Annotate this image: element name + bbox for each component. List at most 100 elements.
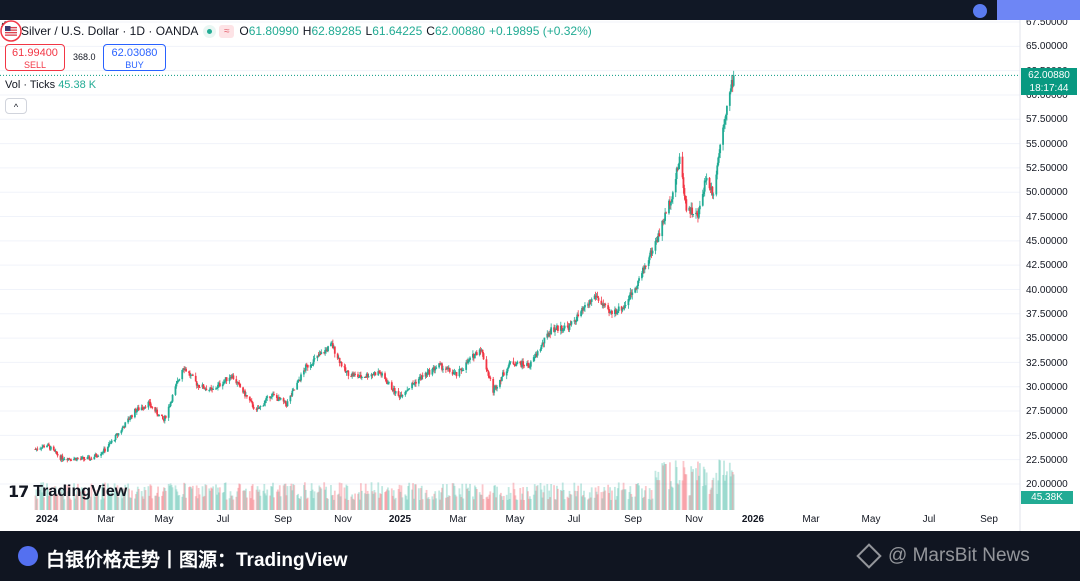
volume-bar: [584, 497, 586, 510]
sell-label: SELL: [23, 60, 47, 70]
candle-body: [670, 202, 672, 206]
volume-bar: [698, 463, 701, 510]
volume-bar: [566, 496, 569, 510]
candle-body: [208, 389, 211, 391]
candle-body: [521, 361, 524, 367]
time-tick-label: Jul: [216, 514, 230, 525]
candle-body: [427, 369, 430, 372]
wave-icon: ≈: [219, 24, 235, 38]
volume-bar: [543, 485, 546, 510]
volume-bar: [658, 480, 661, 510]
volume-bar: [202, 496, 205, 510]
tradingview-wordmark: TradingView: [33, 482, 128, 500]
volume-bar: [134, 494, 137, 510]
candle-body: [616, 311, 619, 314]
chart-area[interactable]: Silver / U.S. Dollar · 1D · OANDA ≈ O 61.…: [0, 20, 1080, 531]
sell-button[interactable]: 61.99400 SELL: [5, 44, 65, 71]
candle-body: [535, 353, 538, 356]
volume-bar: [106, 483, 109, 510]
caption-bar: [0, 531, 1080, 581]
candle-body: [417, 378, 420, 384]
candle-body: [108, 443, 111, 445]
candle-body: [340, 362, 343, 367]
volume-bar: [232, 499, 235, 510]
volume-bar: [462, 498, 465, 510]
volume-bar: [379, 493, 382, 510]
candle-body: [129, 418, 131, 420]
candle-body: [663, 220, 666, 223]
volume-bar: [669, 462, 671, 510]
volume-bar: [170, 485, 173, 510]
volume-bar: [428, 499, 431, 510]
candle-body: [386, 381, 388, 384]
volume-legend[interactable]: Vol · Ticks 45.38 K: [5, 79, 96, 91]
price-chart-svg[interactable]: [0, 20, 1080, 531]
candle-body: [391, 389, 394, 392]
tradingview-logo[interactable]: 17 TradingView: [8, 482, 127, 501]
candle-body: [683, 188, 686, 196]
candle-body: [68, 458, 71, 460]
volume-bar: [684, 474, 687, 510]
candle-body: [475, 352, 478, 356]
time-tick-label: May: [861, 514, 881, 525]
candle-body: [209, 387, 212, 390]
volume-bar: [631, 496, 634, 510]
collapse-legend-button[interactable]: ^: [5, 98, 27, 114]
candle-body: [88, 456, 91, 460]
us-flag-event-icon[interactable]: [0, 20, 22, 42]
volume-bar: [704, 485, 707, 510]
volume-bar: [446, 497, 449, 510]
candle-body: [195, 381, 198, 386]
buy-button[interactable]: 62.03080 BUY: [103, 44, 166, 71]
volume-bar: [158, 496, 160, 510]
volume-bar: [412, 483, 414, 510]
volume-bar: [452, 483, 455, 510]
candle-body: [730, 79, 733, 89]
last-price-tag: 62.00880 18:17:44: [1021, 68, 1077, 95]
volume-bar: [391, 495, 394, 510]
candle-body: [576, 314, 579, 322]
volume-bar: [163, 488, 166, 510]
volume-bar: [90, 483, 93, 510]
volume-bar: [195, 485, 198, 510]
candle-body: [171, 394, 174, 402]
volume-bar: [508, 498, 511, 510]
volume-bar: [433, 493, 436, 510]
volume-bar: [147, 486, 150, 510]
time-tick-label: Nov: [685, 514, 703, 525]
watermark: @ MarsBit News: [856, 543, 1030, 569]
volume-bar: [644, 486, 647, 510]
candle-body: [184, 368, 187, 371]
volume-bar: [431, 496, 434, 510]
candle-body: [34, 448, 37, 450]
candle-body: [367, 376, 370, 378]
volume-bar: [164, 490, 167, 510]
price-tick-label: 25.00000: [1026, 430, 1068, 442]
top-bar-block: [997, 0, 1080, 20]
volume-bar: [435, 498, 438, 510]
volume-bar: [128, 488, 130, 510]
volume-bar: [359, 499, 361, 510]
price-tick-label: 37.50000: [1026, 308, 1068, 320]
candle-body: [496, 386, 498, 389]
candle-body: [392, 388, 395, 392]
candle-body: [141, 407, 144, 409]
volume-bar: [194, 496, 197, 510]
candle-body: [120, 430, 123, 434]
volume-bar: [502, 495, 505, 510]
volume-bar: [190, 486, 192, 510]
volume-bar: [440, 492, 442, 510]
status-dot-icon: [973, 4, 987, 18]
candle-body: [161, 414, 163, 417]
candle-body: [299, 380, 301, 382]
candle-body: [689, 207, 692, 214]
volume-bar: [151, 498, 154, 510]
volume-bar: [642, 496, 645, 510]
price-tick-label: 30.00000: [1026, 381, 1068, 393]
candle-body: [563, 325, 566, 329]
candle-body: [114, 434, 117, 441]
candle-body: [86, 457, 89, 460]
symbol-title[interactable]: Silver / U.S. Dollar · 1D · OANDA: [21, 24, 199, 38]
candle-body: [387, 382, 390, 384]
volume-bar: [47, 489, 49, 510]
